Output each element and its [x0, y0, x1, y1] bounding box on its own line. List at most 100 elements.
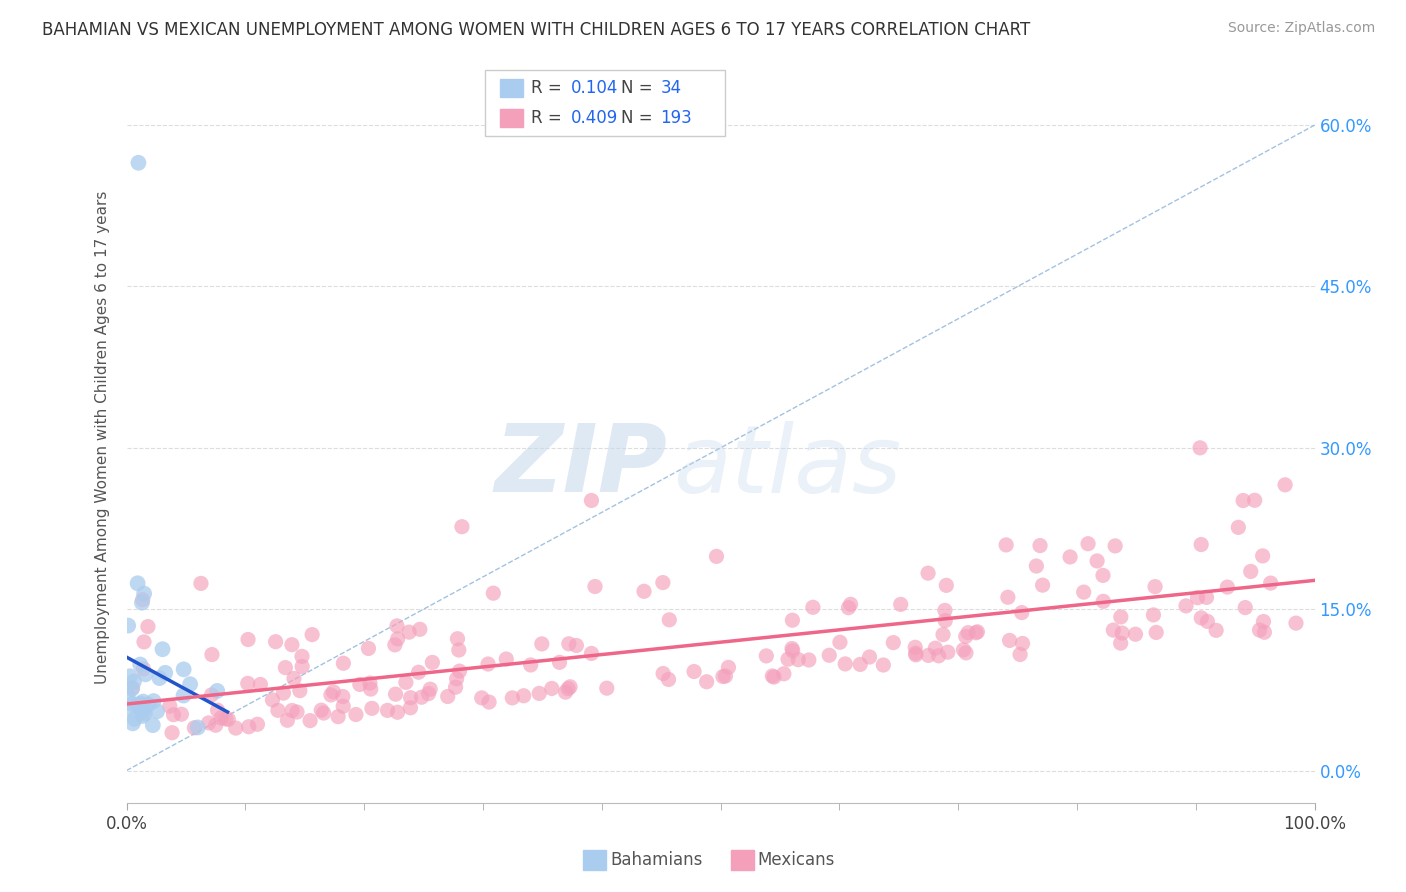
Point — [124, 712, 146, 726]
Point — [249, 677, 271, 691]
Point — [422, 656, 444, 670]
Text: ZIP: ZIP — [495, 420, 666, 512]
Point — [1109, 610, 1132, 624]
Point — [173, 689, 195, 703]
Point — [714, 669, 737, 683]
Text: BAHAMIAN VS MEXICAN UNEMPLOYMENT AMONG WOMEN WITH CHILDREN AGES 6 TO 17 YEARS CO: BAHAMIAN VS MEXICAN UNEMPLOYMENT AMONG W… — [42, 21, 1031, 38]
Point — [262, 693, 284, 707]
Point — [1142, 607, 1164, 622]
Point — [127, 155, 149, 169]
Point — [1285, 616, 1308, 631]
Point — [291, 659, 314, 673]
Point — [276, 713, 298, 727]
Point — [1189, 611, 1212, 625]
Point — [246, 717, 269, 731]
Point — [138, 698, 160, 712]
Point — [1059, 549, 1081, 564]
Point — [1232, 493, 1254, 508]
Point — [215, 712, 238, 726]
Point — [121, 681, 143, 695]
Point — [205, 684, 228, 698]
Text: R =: R = — [531, 110, 567, 128]
Point — [398, 625, 420, 640]
Point — [1216, 580, 1239, 594]
Point — [152, 642, 174, 657]
Point — [935, 578, 957, 592]
Point — [882, 635, 904, 649]
Point — [966, 624, 988, 639]
Point — [1227, 520, 1250, 534]
Point — [801, 600, 824, 615]
Point — [131, 596, 153, 610]
Point — [387, 705, 409, 719]
Point — [159, 699, 181, 714]
Point — [274, 660, 297, 674]
Point — [519, 657, 541, 672]
Point — [132, 695, 155, 709]
Point — [965, 625, 987, 640]
Point — [512, 689, 534, 703]
Point — [127, 576, 149, 591]
Point — [162, 707, 184, 722]
Text: 193: 193 — [661, 110, 692, 128]
Point — [1025, 559, 1047, 574]
Point — [548, 656, 571, 670]
Point — [858, 650, 880, 665]
Point — [132, 635, 155, 649]
Point — [1104, 539, 1126, 553]
Point — [924, 641, 946, 656]
Point — [173, 662, 195, 676]
Point — [928, 648, 950, 663]
Point — [319, 688, 342, 702]
Point — [1251, 549, 1274, 563]
Text: atlas: atlas — [673, 421, 901, 512]
Point — [1085, 554, 1108, 568]
Point — [818, 648, 841, 663]
Point — [761, 669, 783, 683]
Point — [477, 657, 499, 671]
Point — [264, 634, 287, 648]
Point — [288, 683, 311, 698]
Point — [1189, 537, 1212, 551]
Point — [1125, 627, 1147, 641]
Text: N =: N = — [621, 79, 658, 97]
Point — [932, 627, 955, 641]
Point — [131, 709, 153, 723]
Point — [565, 639, 588, 653]
Point — [1011, 636, 1033, 650]
Point — [332, 657, 354, 671]
Point — [451, 519, 474, 533]
Point — [179, 677, 201, 691]
Point — [1260, 576, 1282, 591]
Point — [217, 712, 239, 726]
Point — [281, 638, 304, 652]
Point — [1234, 600, 1257, 615]
Point — [1187, 591, 1209, 605]
Point — [872, 658, 894, 673]
Point — [395, 675, 418, 690]
Point — [934, 603, 956, 617]
Point — [495, 652, 517, 666]
Point — [160, 725, 183, 739]
Point — [998, 633, 1021, 648]
Point — [1091, 568, 1114, 582]
Point — [1253, 625, 1275, 640]
Point — [190, 576, 212, 591]
Point — [1243, 493, 1265, 508]
Point — [581, 647, 603, 661]
Point — [418, 687, 440, 701]
Point — [581, 493, 603, 508]
Point — [332, 699, 354, 714]
Point — [1253, 615, 1275, 629]
Point — [301, 627, 323, 641]
Point — [359, 676, 381, 690]
Point — [136, 619, 159, 633]
Text: R =: R = — [531, 79, 567, 97]
Point — [917, 566, 939, 581]
Point — [187, 721, 209, 735]
Point — [132, 700, 155, 714]
Point — [131, 592, 153, 607]
Point — [131, 705, 153, 719]
Point — [117, 618, 139, 632]
Point — [446, 632, 468, 646]
